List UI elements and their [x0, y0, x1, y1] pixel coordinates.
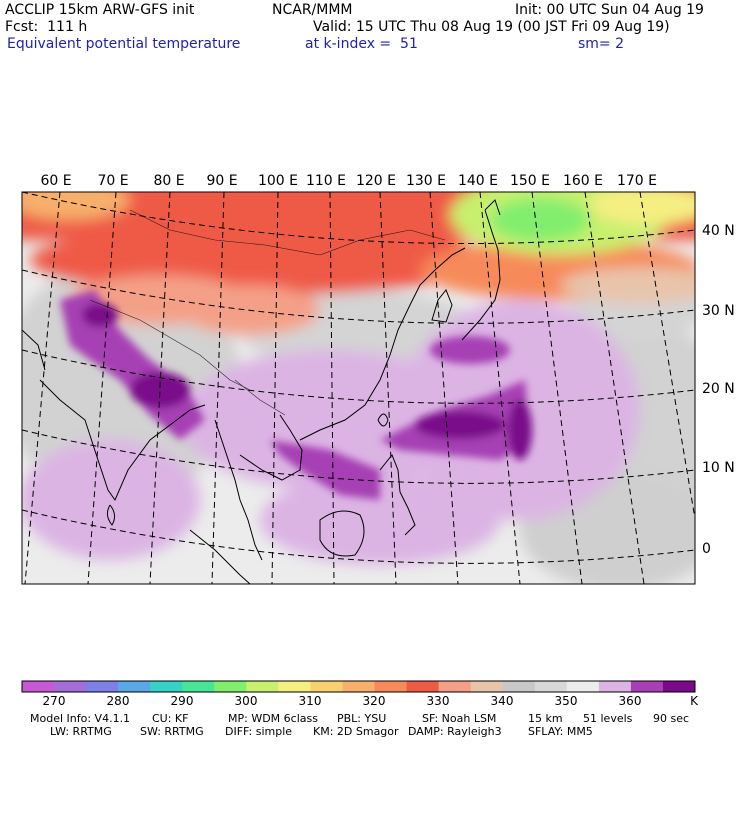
cb-tick-330: 330: [427, 694, 450, 708]
init-time: Init: 00 UTC Sun 04 Aug 19: [515, 2, 704, 18]
colorbar-cell: [86, 681, 119, 692]
cb-tick-290: 290: [171, 694, 194, 708]
footer-sf: SF: Noah LSM: [422, 712, 497, 725]
footer-sflay: SFLAY: MM5: [528, 725, 593, 738]
footer-cu: CU: KF: [152, 712, 189, 725]
footer-levels: 51 levels: [583, 712, 633, 725]
colorbar-cell: [534, 681, 568, 692]
lat-label-20n: 20 N: [702, 381, 735, 397]
footer-resolution: 15 km: [528, 712, 563, 725]
cb-unit: K: [690, 694, 699, 708]
lon-label-90e: 90 E: [206, 173, 237, 189]
field-name: Equivalent potential temperature: [7, 36, 241, 52]
forecast-hour: Fcst: 111 h: [5, 19, 88, 35]
colorbar-cell: [118, 681, 151, 692]
colorbar-frame: [21, 680, 696, 693]
cb-tick-340: 340: [491, 694, 514, 708]
footer-sw: SW: RRTMG: [140, 725, 204, 738]
lon-label-150e: 150 E: [510, 173, 550, 189]
model-title: ACCLIP 15km ARW-GFS init: [5, 2, 195, 18]
smoothing-value: sm= 2: [578, 36, 625, 52]
longitude-labels: 60 E 70 E 80 E 90 E 100 E 110 E 120 E 13…: [40, 173, 657, 189]
lat-label-40n: 40 N: [702, 223, 735, 239]
lon-label-140e: 140 E: [458, 173, 498, 189]
colorbar-cell: [470, 681, 504, 692]
colorbar-cell: [438, 681, 472, 692]
lon-label-110e: 110 E: [306, 173, 346, 189]
coastlines: [22, 199, 501, 584]
lat-label-10n: 10 N: [702, 460, 735, 476]
cb-tick-360: 360: [619, 694, 642, 708]
lon-label-160e: 160 E: [563, 173, 603, 189]
theta-e-field: [22, 192, 695, 584]
lon-label-80e: 80 E: [153, 173, 184, 189]
colorbar-cell: [54, 681, 87, 692]
lon-label-120e: 120 E: [356, 173, 396, 189]
colorbar-cell: [630, 681, 664, 692]
colorbar-cell: [374, 681, 408, 692]
center-label: NCAR/MMM: [272, 2, 353, 18]
colorbar-cell: [598, 681, 632, 692]
cb-tick-270: 270: [43, 694, 66, 708]
colorbar-cell: [214, 681, 247, 692]
lat-label-eq: 0: [702, 541, 711, 557]
colorbar-cell: [502, 681, 536, 692]
map-frame: [21, 191, 696, 585]
lon-label-70e: 70 E: [97, 173, 128, 189]
footer-row-1: Model Info: V4.1.1 CU: KF MP: WDM 6class…: [30, 712, 689, 829]
colorbar-cell: [182, 681, 215, 692]
footer-row-2: LW: RRTMG SW: RRTMG DIFF: simple KM: 2D …: [30, 725, 593, 816]
colorbar-cell: [150, 681, 183, 692]
colorbar-cell: [662, 681, 696, 692]
colorbar-tick-labels: 270 280 290 300 310 320 330 340 350 360 …: [43, 694, 700, 708]
cb-tick-310: 310: [299, 694, 322, 708]
latitude-labels: 40 N 30 N 20 N 10 N 0: [702, 223, 735, 557]
colorbar-cell: [278, 681, 311, 692]
country-borders: [89, 209, 446, 416]
footer-pbl: PBL: YSU: [337, 712, 387, 725]
colorbar-cell: [310, 681, 343, 692]
colorbar-cell: [342, 681, 376, 692]
lon-label-100e: 100 E: [258, 173, 298, 189]
footer-damp: DAMP: Rayleigh3: [408, 725, 502, 738]
valid-time: Valid: 15 UTC Thu 08 Aug 19 (00 JST Fri …: [313, 19, 670, 35]
meridian-lines: [24, 192, 695, 584]
lon-label-170e: 170 E: [617, 173, 657, 189]
colorbar-cell: [246, 681, 279, 692]
footer-model-info: Model Info: V4.1.1: [30, 712, 131, 725]
footer-km: KM: 2D Smagor: [313, 725, 399, 738]
colorbar-cell: [566, 681, 600, 692]
cb-tick-320: 320: [363, 694, 386, 708]
colorbar-cell: [22, 681, 55, 692]
level-index: at k-index = 51: [305, 36, 418, 52]
cb-tick-300: 300: [235, 694, 258, 708]
lon-label-60e: 60 E: [40, 173, 71, 189]
lat-label-30n: 30 N: [702, 303, 735, 319]
colorbar: 270 280 290 300 310 320 330 340 350 360 …: [21, 680, 700, 708]
footer-diff: DIFF: simple: [225, 725, 293, 738]
colorbar-cell: [406, 681, 440, 692]
map-figure: 60 E 70 E 80 E 90 E 100 E 110 E 120 E 13…: [21, 173, 735, 585]
colorbar-cells: [22, 681, 696, 692]
footer-timestep: 90 sec: [653, 712, 690, 725]
parallel-lines: [22, 192, 695, 564]
footer-mp: MP: WDM 6class: [228, 712, 318, 725]
cb-tick-350: 350: [555, 694, 578, 708]
lon-label-130e: 130 E: [406, 173, 446, 189]
footer-lw: LW: RRTMG: [50, 725, 112, 738]
cb-tick-280: 280: [107, 694, 130, 708]
